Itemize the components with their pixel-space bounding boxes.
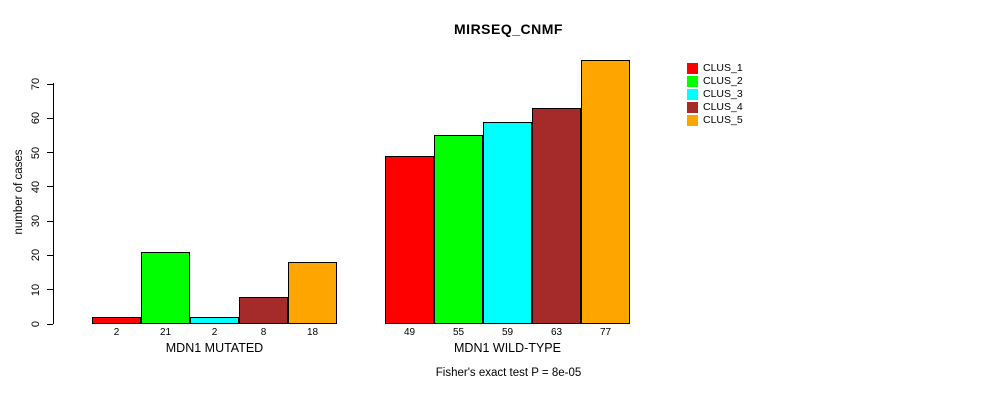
legend-swatch [687,89,698,100]
y-tick-label: 30 [30,215,42,228]
legend: CLUS_1 CLUS_2 CLUS_3 CLUS_4 CLUS_5 [687,62,743,127]
bar-value-label: 55 [452,327,465,338]
annotation-caption: Fisher's exact test P = 8e-05 [435,367,582,379]
bar-value-label: 63 [550,327,563,338]
bar [532,108,581,324]
legend-label: CLUS_1 [703,62,743,74]
bar-value-label: 21 [159,327,172,338]
y-tick-label: 10 [30,283,42,296]
legend-item: CLUS_5 [687,114,743,127]
legend-swatch [687,63,698,74]
y-tick-mark [47,117,53,119]
legend-label: CLUS_5 [703,114,743,126]
y-tick-label: 20 [30,249,42,262]
bar [239,297,288,324]
bar [288,262,337,324]
y-tick-mark [47,186,53,188]
legend-swatch [687,102,698,113]
y-tick-mark [47,83,53,85]
y-tick-mark [47,323,53,325]
legend-label: CLUS_2 [703,75,743,87]
bar-value-label: 2 [211,327,218,338]
bar [141,252,190,324]
y-tick-label: 60 [30,112,42,125]
y-tick-label: 70 [30,77,42,91]
bar [190,317,239,324]
legend-label: CLUS_4 [703,101,743,113]
legend-swatch [687,115,698,126]
bar-value-label: 49 [403,327,416,338]
y-tick-label: 50 [30,146,42,159]
legend-item: CLUS_1 [687,62,743,75]
group-label: MDN1 WILD-TYPE [454,341,561,355]
y-tick-label: 0 [30,320,42,328]
y-axis [53,83,54,324]
bar [385,156,434,324]
bar-value-label: 8 [260,327,267,338]
legend-swatch [687,76,698,87]
bar [434,135,483,324]
bar [92,317,141,324]
y-axis-label: number of cases [13,149,25,235]
y-tick-mark [47,254,53,256]
bar [581,60,630,324]
bar-value-label: 59 [501,327,514,338]
y-tick-mark [47,289,53,291]
y-tick-mark [47,152,53,154]
legend-item: CLUS_4 [687,101,743,114]
group-label: MDN1 MUTATED [165,341,264,355]
bar [483,122,532,324]
bar-value-label: 18 [306,327,319,338]
y-tick-mark [47,220,53,222]
chart-title: MIRSEQ_CNMF [454,21,563,37]
bar-value-label: 2 [113,327,120,338]
legend-item: CLUS_2 [687,75,743,88]
legend-label: CLUS_3 [703,88,743,100]
legend-item: CLUS_3 [687,88,743,101]
bar-value-label: 77 [599,327,612,338]
